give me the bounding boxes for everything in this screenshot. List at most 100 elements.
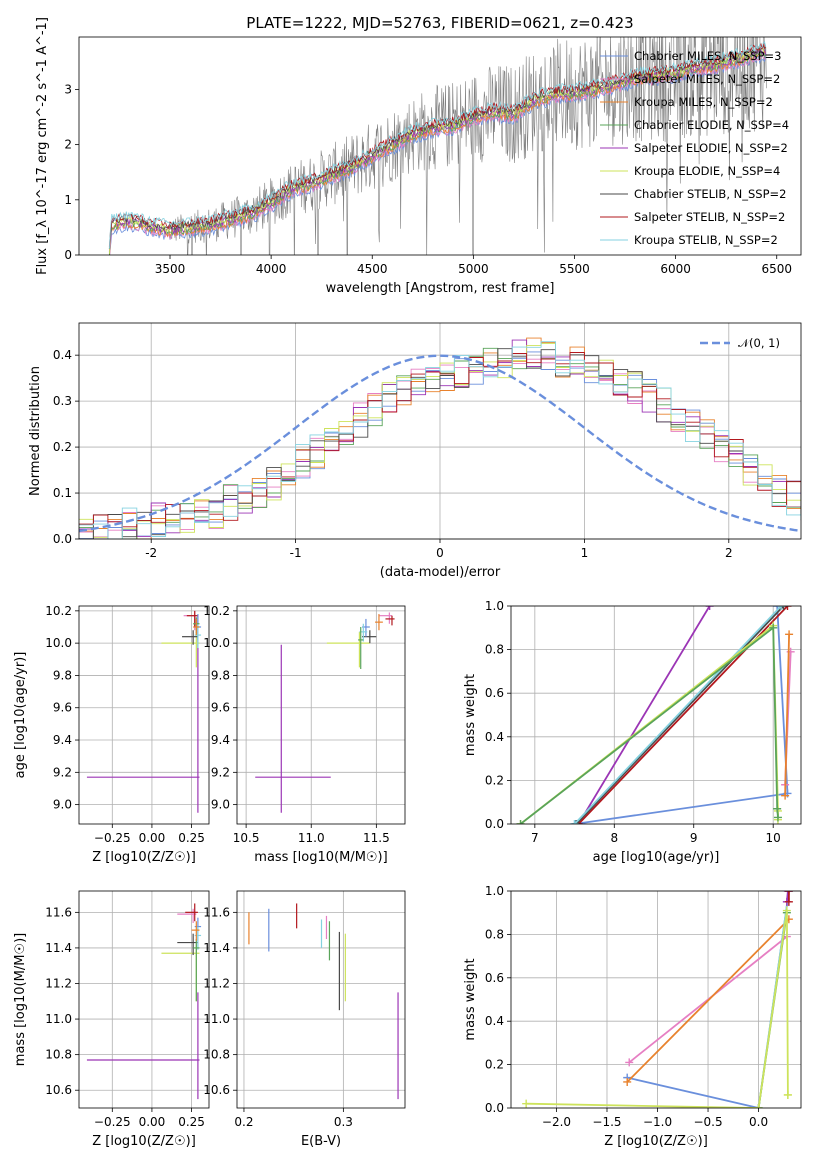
x-tick-label: 7 <box>531 831 539 845</box>
x-tick-label: −2.0 <box>542 1115 571 1129</box>
y-tick-label: 11.4 <box>45 941 72 955</box>
y-tick-label: 9.0 <box>53 798 72 812</box>
y-tick-label: 0.0 <box>485 817 504 831</box>
x-axis-label: Z [log10(Z/Z☉)] <box>604 1134 708 1149</box>
x-tick-label: 5000 <box>458 262 489 276</box>
y-tick-label: 0.3 <box>53 394 72 408</box>
mass-weight-line-4 <box>573 606 782 824</box>
x-tick-label: 0.00 <box>139 831 166 845</box>
x-tick-label: −0.25 <box>94 1115 131 1129</box>
mass_vs_Z-plot-area <box>86 903 202 1100</box>
mass-weight-marker-2 <box>783 606 792 610</box>
y-tick-label: 1.0 <box>485 884 504 898</box>
y-tick-label: 0.8 <box>485 927 504 941</box>
y-tick-label: 0.8 <box>485 643 504 657</box>
mass-weight-marker-6 <box>516 820 525 824</box>
mass-weight-marker-4 <box>570 820 579 824</box>
y-tick-label: 0.0 <box>53 532 72 546</box>
x-axis-label: Z [log10(Z/Z☉)] <box>92 850 196 865</box>
y-tick-label: 0 <box>64 248 72 262</box>
mass-weight-line-2 <box>626 918 790 1083</box>
axes-frame <box>78 890 210 1109</box>
x-tick-label: 6500 <box>761 262 792 276</box>
y-tick-label: 11.2 <box>45 976 72 990</box>
mass-weight-line-7 <box>526 910 789 1108</box>
model-line-8 <box>108 41 767 249</box>
mass_vs_ebv-plot-area <box>248 903 399 1100</box>
mass-weight-marker-6 <box>769 623 778 632</box>
x-tick-label: 2 <box>725 546 733 560</box>
mass-weight-marker-6 <box>773 813 782 822</box>
legend-entry-1: Salpeter MILES, N_SSP=2 <box>634 72 780 86</box>
x-tick-label: 1 <box>581 546 589 560</box>
legend-entry-5: Kroupa ELODIE, N_SSP=4 <box>634 164 780 178</box>
axes-frame <box>510 890 802 1109</box>
mass-weight-marker-5 <box>783 891 792 895</box>
mass-weight-marker-7 <box>783 1090 792 1099</box>
x-tick-label: 0.25 <box>178 1115 205 1129</box>
mass_vs_Z-axes: −0.25 0.00 0.25 10.6 10.8 11.0 11.2 11.4 11.6 Z [… <box>13 890 210 1149</box>
axes-frame <box>78 36 802 256</box>
age_vs_mass-axes: 10.5 11.0 11.5 9.0 9.2 9.4 9.6 9.8 10.0 10.2 mass … <box>203 604 406 865</box>
x-axis-label: age [log10(age/yr)] <box>593 850 720 865</box>
x-tick-label: -1 <box>290 546 302 560</box>
y-axis-label: age [log10(age/yr)] <box>13 652 28 779</box>
y-tick-label: 2 <box>64 138 72 152</box>
y-tick-label: 1 <box>64 193 72 207</box>
mass-weight-line-1 <box>577 606 711 824</box>
spectrum-axes: 3500 4000 4500 5000 5500 6000 6500 0 1 2 3 waveleng… <box>35 14 802 296</box>
mass-weight-line-8 <box>784 634 790 796</box>
y-tick-label: 11.6 <box>45 905 72 919</box>
mass-weight-marker-6 <box>784 891 793 895</box>
y-axis-label: mass weight <box>463 958 478 1040</box>
mass-weight-marker-4 <box>777 606 786 610</box>
y-tick-label: 0.2 <box>485 1058 504 1072</box>
y-tick-label: 0.2 <box>485 773 504 787</box>
axes-frame <box>236 605 406 825</box>
x-tick-label: 5500 <box>559 262 590 276</box>
y-tick-label: 11.0 <box>45 1012 72 1026</box>
y-tick-label: 11.6 <box>203 905 230 919</box>
mass-weight-marker-2 <box>623 1077 632 1086</box>
x-tick-label: −0.25 <box>94 831 131 845</box>
y-tick-label: 0.6 <box>485 686 504 700</box>
legend-entry-7: Salpeter STELIB, N_SSP=2 <box>634 210 785 224</box>
model-line-4 <box>108 47 767 252</box>
mw_vs_age-plot-area <box>516 606 795 824</box>
mw_vs_age-axes: 7 8 9 10 0.0 0.2 0.4 0.6 0.8 1.0 age [log10(age/yr… <box>463 599 802 865</box>
x-tick-label: 11.0 <box>298 831 325 845</box>
x-axis-label: wavelength [Angstrom, rest frame] <box>326 281 555 296</box>
mass-weight-marker-6 <box>784 897 793 906</box>
y-tick-label: 11.0 <box>203 1012 230 1026</box>
mass-weight-marker-7 <box>522 1099 531 1108</box>
axes-frame <box>510 605 802 825</box>
histogram-step-2 <box>79 337 801 539</box>
y-tick-label: 0.0 <box>485 1101 504 1115</box>
y-tick-label: 1.0 <box>485 599 504 613</box>
spectrum-legend: Chabrier MILES, N_SSP=3 Salpeter MILES, N… <box>600 49 789 247</box>
mass-weight-marker-0 <box>773 606 782 610</box>
y-tick-label: 10.8 <box>203 1048 230 1062</box>
x-tick-label: 9 <box>690 831 698 845</box>
x-tick-label: 4000 <box>256 262 287 276</box>
x-axis-label: mass [log10(M/M☉)] <box>254 850 387 865</box>
y-axis-label: Flux [f_λ 10^-17 erg cm^-2 s^-1 A^-1] <box>35 17 50 275</box>
legend-entry-4: Salpeter ELODIE, N_SSP=2 <box>634 141 788 155</box>
histogram-step-7 <box>79 352 801 528</box>
y-tick-label: 10.8 <box>45 1048 72 1062</box>
mass-weight-marker-8 <box>781 791 790 800</box>
residuals-axes: -2 -1 0 1 2 0.0 0.1 0.2 0.3 0.4 (data-model)/error… <box>28 322 802 580</box>
y-tick-label: 9.0 <box>211 798 230 812</box>
axes-frame <box>78 322 802 540</box>
x-tick-label: -2 <box>145 546 157 560</box>
hist-plot-area <box>79 337 801 539</box>
x-tick-label: 0.2 <box>234 1115 253 1129</box>
y-tick-label: 11.4 <box>203 941 230 955</box>
mw_vs_Z-axes: −2.0 −1.5 −1.0 −0.5 0.0 0.0 0.2 0.4 0.6 0.8 1.0 Z [… <box>463 884 802 1149</box>
x-tick-label: 0.0 <box>749 1115 768 1129</box>
x-tick-label: −1.0 <box>643 1115 672 1129</box>
y-tick-label: 10.0 <box>45 636 72 650</box>
histogram-step-8 <box>79 341 801 539</box>
x-tick-label: −1.5 <box>592 1115 621 1129</box>
